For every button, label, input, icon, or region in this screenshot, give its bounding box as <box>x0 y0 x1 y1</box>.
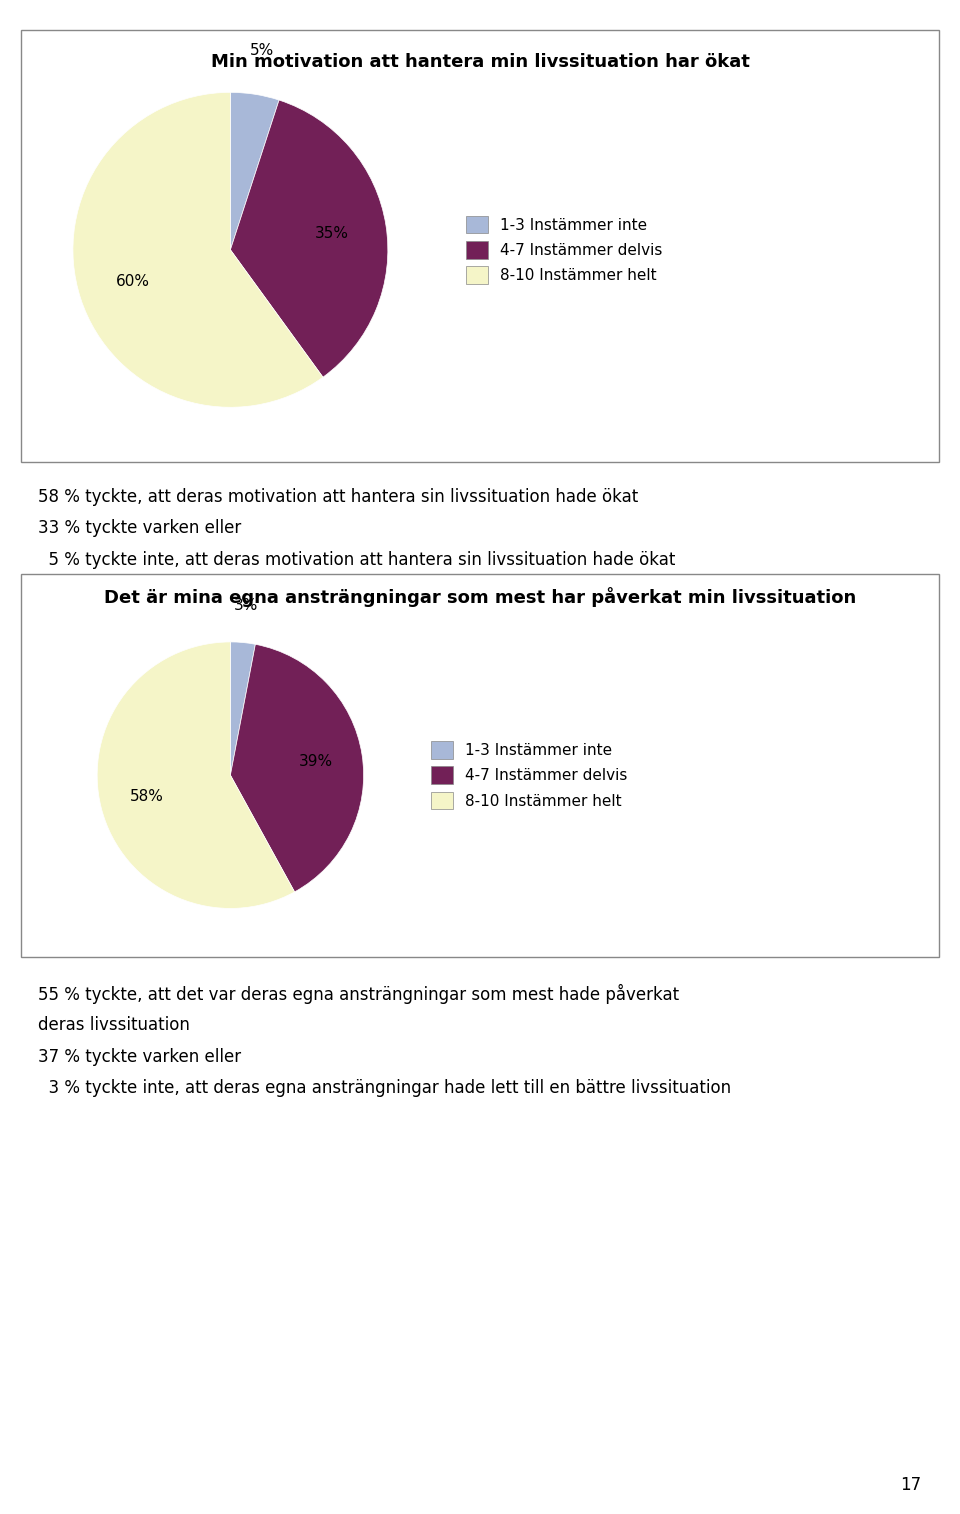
Text: Min motivation att hantera min livssituation har ökat: Min motivation att hantera min livssitua… <box>210 53 750 71</box>
Wedge shape <box>73 92 323 407</box>
Text: 3 % tyckte inte, att deras egna ansträngningar hade lett till en bättre livssitu: 3 % tyckte inte, att deras egna ansträng… <box>38 1079 732 1098</box>
Text: 55 % tyckte, att det var deras egna ansträngningar som mest hade påverkat: 55 % tyckte, att det var deras egna anst… <box>38 984 680 1004</box>
Text: 3%: 3% <box>234 598 258 613</box>
Text: 33 % tyckte varken eller: 33 % tyckte varken eller <box>38 519 242 537</box>
Text: 5%: 5% <box>250 44 274 58</box>
Wedge shape <box>230 642 255 775</box>
Text: 5 % tyckte inte, att deras motivation att hantera sin livssituation hade ökat: 5 % tyckte inte, att deras motivation at… <box>38 551 676 569</box>
Text: 37 % tyckte varken eller: 37 % tyckte varken eller <box>38 1048 242 1066</box>
Text: 17: 17 <box>900 1476 922 1494</box>
Text: 58 % tyckte, att deras motivation att hantera sin livssituation hade ökat: 58 % tyckte, att deras motivation att ha… <box>38 488 638 506</box>
Text: Det är mina egna ansträngningar som mest har påverkat min livssituation: Det är mina egna ansträngningar som mest… <box>104 587 856 607</box>
Wedge shape <box>97 642 295 908</box>
Wedge shape <box>230 645 364 892</box>
Wedge shape <box>230 100 388 377</box>
Text: 60%: 60% <box>116 274 150 289</box>
Text: 39%: 39% <box>299 754 333 769</box>
Text: deras livssituation: deras livssituation <box>38 1016 190 1034</box>
Legend: 1-3 Instämmer inte, 4-7 Instämmer delvis, 8-10 Instämmer helt: 1-3 Instämmer inte, 4-7 Instämmer delvis… <box>467 215 662 285</box>
Text: 35%: 35% <box>315 226 348 241</box>
Text: 58%: 58% <box>130 789 163 804</box>
Wedge shape <box>230 92 279 250</box>
Legend: 1-3 Instämmer inte, 4-7 Instämmer delvis, 8-10 Instämmer helt: 1-3 Instämmer inte, 4-7 Instämmer delvis… <box>431 740 627 810</box>
